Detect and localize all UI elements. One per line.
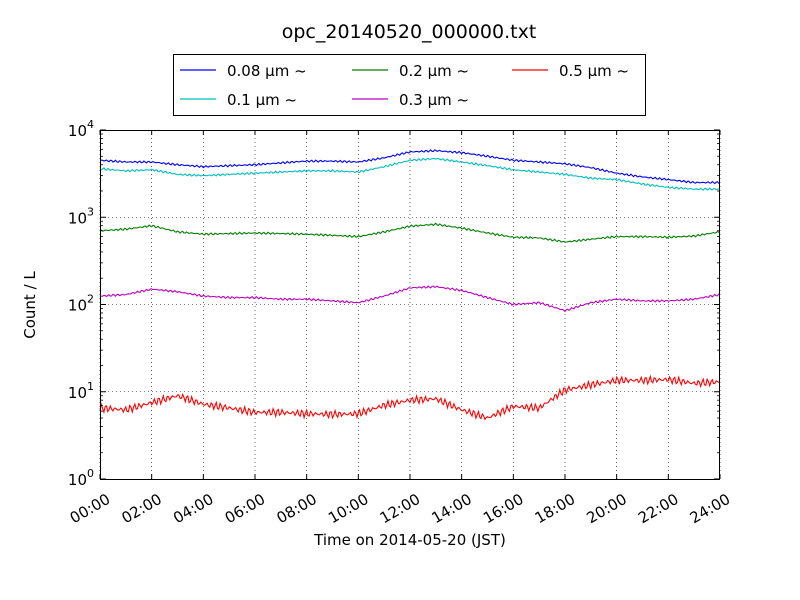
series-line: [99, 157, 721, 191]
series-line: [99, 222, 721, 243]
y-axis-label: Count / L: [21, 271, 39, 339]
series-line: [99, 149, 721, 185]
chart-title: opc_20140520_000000.txt: [282, 21, 537, 43]
x-tick-label: 02:00: [118, 490, 164, 527]
series-line: [99, 374, 721, 421]
legend-frame: [173, 54, 646, 116]
x-tick-label: 06:00: [222, 490, 268, 527]
x-tick-label: 24:00: [687, 490, 733, 527]
series-line: [99, 285, 720, 313]
x-tick-label: 16:00: [480, 490, 526, 527]
plot-area: 00:00 02:00 04:00 06:00 08:00 10:00 12:00 14:00…: [67, 118, 733, 527]
legend: 0.08 μm ~ 0.1 μm ~ 0.2 μm ~ 0.3 μm ~ 0.5 μm …: [173, 54, 646, 116]
x-tick-label: 00:00: [67, 490, 113, 527]
y-tick-label: 102: [68, 293, 94, 315]
grid: [99, 130, 721, 479]
x-tick-label: 12:00: [377, 490, 423, 527]
x-tick-label: 10:00: [325, 490, 371, 527]
x-axis-label: Time on 2014-05-20 (JST): [313, 531, 506, 549]
legend-label: 0.3 μm ~: [399, 91, 469, 109]
x-tick-label: 18:00: [532, 490, 578, 527]
legend-label: 0.2 μm ~: [399, 62, 469, 80]
x-tick-label: 14:00: [428, 490, 474, 527]
y-tick-label: 100: [68, 467, 94, 489]
legend-label: 0.08 μm ~: [227, 62, 307, 80]
series-layer: [99, 149, 721, 421]
x-tick-label: 22:00: [635, 490, 681, 527]
x-tick-label: 08:00: [273, 490, 319, 527]
x-tick-label: 20:00: [583, 490, 629, 527]
legend-label: 0.5 μm ~: [559, 62, 629, 80]
x-tick-label: 04:00: [170, 490, 216, 527]
y-tick-label: 104: [68, 118, 94, 140]
y-tick-label: 103: [68, 205, 94, 227]
legend-label: 0.1 μm ~: [227, 91, 297, 109]
y-tick-label: 101: [68, 380, 94, 402]
